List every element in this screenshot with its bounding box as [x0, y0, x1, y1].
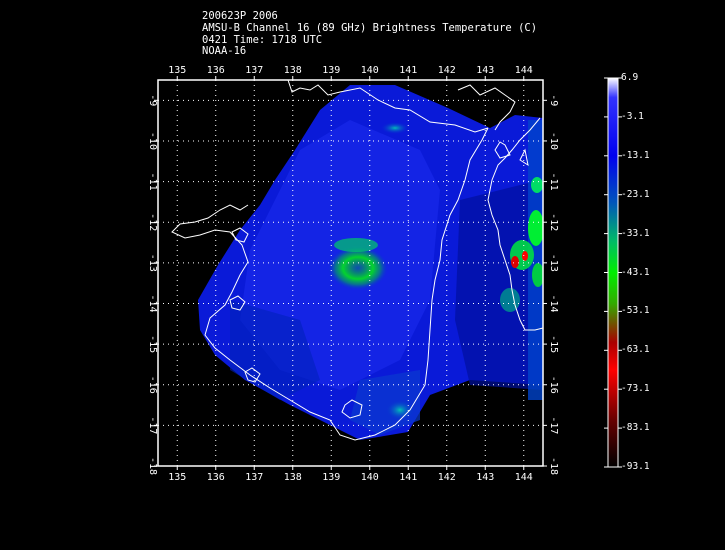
- lon-label-top: 137: [245, 65, 263, 76]
- lat-label-right: -10: [548, 132, 559, 150]
- lat-label-right: -18: [548, 457, 559, 475]
- colorbar-label: 6.9: [621, 72, 639, 83]
- lon-label-bottom: 136: [207, 472, 225, 483]
- lat-label-left: -11: [147, 173, 158, 191]
- colorbar-label: -43.1: [621, 266, 650, 278]
- lon-label-bottom: 144: [515, 472, 533, 483]
- title-line-4: NOAA-16: [202, 45, 247, 57]
- colorbar-label: -73.1: [621, 383, 650, 395]
- lon-label-top: 143: [476, 65, 494, 76]
- lon-label-top: 141: [399, 65, 417, 76]
- lon-label-bottom: 140: [361, 472, 379, 483]
- lat-label-left: -15: [147, 335, 158, 353]
- lat-label-right: -12: [548, 213, 559, 231]
- lon-label-top: 142: [438, 65, 456, 76]
- lon-label-top: 144: [515, 65, 533, 76]
- lat-label-left: -14: [147, 294, 158, 312]
- title-line-2: AMSU-B Channel 16 (89 GHz) Brightness Te…: [202, 22, 538, 34]
- lon-label-bottom: 141: [399, 472, 417, 483]
- map-frame: [157, 79, 544, 467]
- lon-label-top: 139: [322, 65, 340, 76]
- colorbar-label: -33.1: [621, 227, 650, 239]
- lat-label-right: -15: [548, 335, 559, 353]
- lat-label-left: -17: [147, 416, 158, 434]
- lon-label-bottom: 143: [476, 472, 494, 483]
- coastline: [171, 79, 544, 441]
- lat-label-right: -13: [548, 254, 559, 272]
- lon-label-top: 135: [168, 65, 186, 76]
- colorbar-label: -3.1: [621, 110, 644, 122]
- lat-lon-grid: [158, 80, 543, 466]
- lat-label-left: -10: [147, 132, 158, 150]
- lat-label-left: -16: [147, 376, 158, 394]
- lon-label-bottom: 137: [245, 472, 263, 483]
- lon-label-top: 136: [207, 65, 225, 76]
- lat-label-left: -18: [147, 457, 158, 475]
- lon-label-bottom: 138: [284, 472, 302, 483]
- lat-label-right: -14: [548, 294, 559, 312]
- title-line-1: 200623P 2006: [202, 10, 278, 22]
- lat-label-left: -13: [147, 254, 158, 272]
- colorbar-label: -63.1: [621, 344, 650, 356]
- lat-label-right: -11: [548, 173, 559, 191]
- lon-label-top: 140: [361, 65, 379, 76]
- colorbar-label: -23.1: [621, 188, 650, 200]
- lat-label-right: -17: [548, 416, 559, 434]
- lat-label-left: -9: [147, 94, 158, 106]
- lat-label-right: -16: [548, 376, 559, 394]
- colorbar: [607, 77, 619, 468]
- lon-label-bottom: 142: [438, 472, 456, 483]
- lat-label-right: -9: [548, 94, 559, 106]
- colorbar-label: -93.1: [621, 461, 650, 472]
- title-line-3: 0421 Time: 1718 UTC: [202, 34, 323, 46]
- lon-label-bottom: 139: [322, 472, 340, 483]
- colorbar-label: -83.1: [621, 422, 650, 434]
- lat-label-left: -12: [147, 213, 158, 231]
- colorbar-label: -13.1: [621, 149, 650, 161]
- colorbar-label: -53.1: [621, 305, 650, 317]
- lon-label-top: 138: [284, 65, 302, 76]
- lon-label-bottom: 135: [168, 472, 186, 483]
